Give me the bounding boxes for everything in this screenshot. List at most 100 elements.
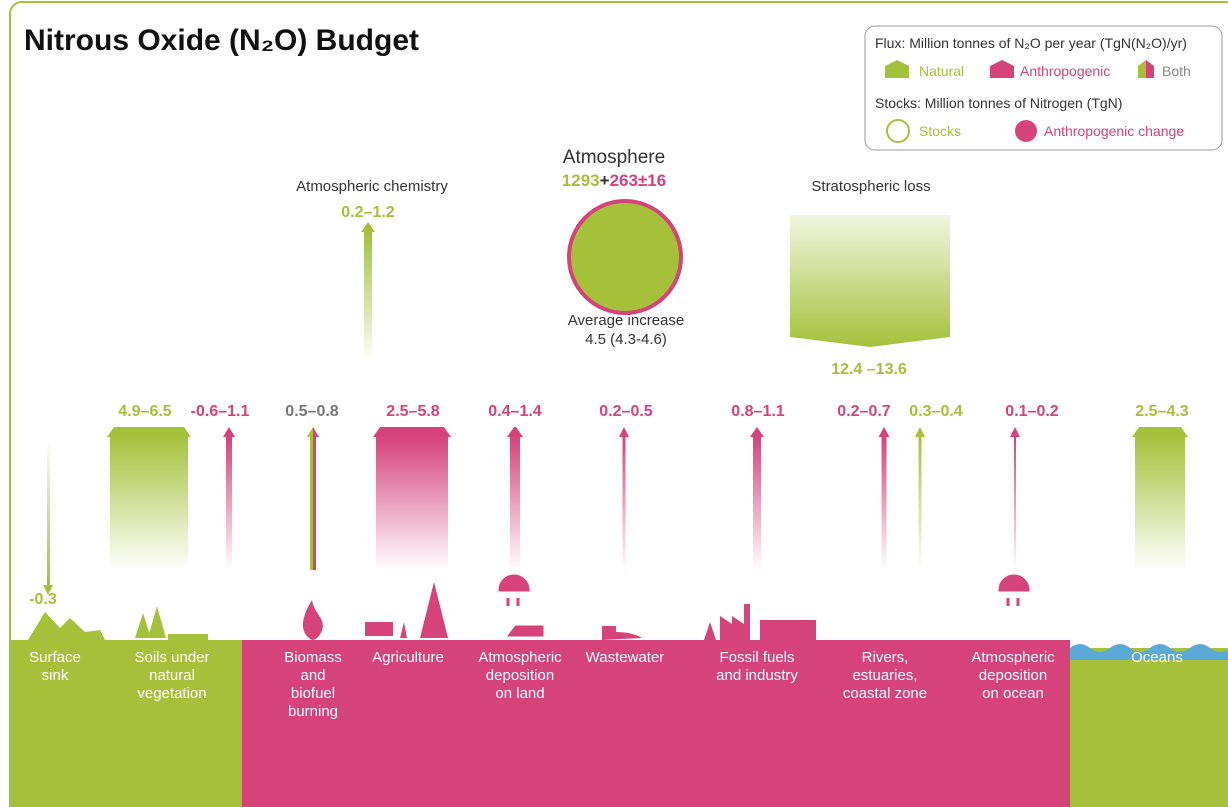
- sink-value: 0.2–1.2: [341, 204, 394, 221]
- source-label: on land: [495, 685, 544, 702]
- source-label: vegetation: [137, 685, 206, 702]
- source-label: deposition: [979, 667, 1047, 684]
- ocean-waves: [1070, 644, 1228, 660]
- ground-anthropogenic: [242, 640, 1070, 807]
- flux-value: 0.2–0.7: [837, 403, 890, 420]
- flux-value: 0.1–0.2: [1005, 403, 1058, 420]
- atmosphere-label: Atmosphere: [563, 147, 665, 168]
- flux-value: -0.3: [29, 591, 57, 608]
- increase-value: 4.5 (4.3-4.6): [585, 331, 667, 348]
- legend-swatch: [1015, 120, 1037, 142]
- sink-label: Atmospheric chemistry: [296, 178, 448, 195]
- legend-swatch: [1138, 60, 1154, 78]
- source-label: and: [300, 667, 325, 684]
- frame: [9, 1, 1228, 807]
- flux-value: 0.5–0.8: [285, 403, 338, 420]
- trees-icon: [135, 606, 208, 640]
- flux-arrow-head: [43, 585, 53, 595]
- flux-arrow-head: [750, 427, 764, 437]
- flux-arrow: [47, 440, 50, 585]
- legend-swatch: [886, 119, 910, 143]
- source-label: Oceans: [1131, 649, 1183, 666]
- source-label: and industry: [716, 667, 798, 684]
- flux-value: -0.6–1.1: [191, 403, 250, 420]
- source-label: natural: [149, 667, 195, 684]
- plus: +: [600, 171, 610, 190]
- source-label: Rivers,: [862, 649, 909, 666]
- sink-arrow: [364, 232, 372, 362]
- anthropogenic-change: 263: [610, 171, 638, 190]
- flux-arrow: [1135, 436, 1185, 570]
- flux-arrow-head: [915, 427, 925, 437]
- pipe-icon: [602, 626, 642, 640]
- source-label: Agriculture: [372, 649, 444, 666]
- source-label: sink: [42, 667, 69, 684]
- flux-value: 2.5–4.3: [1135, 403, 1188, 420]
- flux-arrow: [918, 436, 922, 570]
- legend-heading: Stocks: Million tonnes of Nitrogen (TgN): [875, 95, 1122, 111]
- flux-arrow: [510, 436, 520, 570]
- source-label: Wastewater: [586, 649, 665, 666]
- source-label: Soils under: [134, 649, 209, 666]
- source-label: on ocean: [982, 685, 1044, 702]
- flux-arrow: [1014, 436, 1016, 570]
- legend-heading: Flux: Million tonnes of N₂O per year (Tg…: [875, 35, 1187, 51]
- flux-arrow: [753, 436, 761, 570]
- flux-value: 0.2–0.5: [599, 403, 652, 420]
- legend-item: Both: [1162, 63, 1191, 79]
- source-label: Fossil fuels: [719, 649, 794, 666]
- sink-arrow: [790, 215, 950, 347]
- flux-arrow: [622, 436, 626, 570]
- increase-label: Average increase: [568, 312, 684, 329]
- legend-item: Anthropogenic change: [1044, 123, 1184, 139]
- source-label: biofuel: [291, 685, 335, 702]
- source-label: estuaries,: [852, 667, 917, 684]
- source-label: burning: [288, 703, 338, 720]
- source-label: Atmospheric: [478, 649, 562, 666]
- mountain-icon: [28, 612, 105, 640]
- source-label: deposition: [486, 667, 554, 684]
- sink-arrow-head: [361, 222, 375, 232]
- legend-item: Natural: [919, 63, 964, 79]
- title: Nitrous Oxide (N₂O) Budget: [24, 24, 419, 57]
- source-label: Atmospheric: [971, 649, 1055, 666]
- sink-value: 12.4 –13.6: [831, 361, 907, 378]
- legend-swatch: [885, 60, 909, 78]
- flux-value: 4.9–6.5: [118, 403, 171, 420]
- flame-icon: [302, 600, 323, 640]
- source-label: coastal zone: [843, 685, 927, 702]
- rain-ocean-icon: [998, 574, 1030, 606]
- flux-arrow-head: [373, 427, 451, 437]
- rain-icon: [498, 574, 544, 637]
- flux-arrow: [226, 436, 232, 570]
- flux-arrow-head: [107, 427, 191, 437]
- source-label: Surface: [29, 649, 81, 666]
- flux-value: 0.8–1.1: [731, 403, 784, 420]
- natural-stock: 1293: [562, 171, 600, 190]
- flux-value: 0.4–1.4: [488, 403, 541, 420]
- factory-icon: [704, 604, 816, 640]
- ground-natural: [10, 640, 242, 807]
- flux-arrow-head: [507, 427, 523, 437]
- flux-arrow-head: [307, 427, 319, 437]
- source-label: Biomass: [284, 649, 342, 666]
- flux-arrow: [110, 436, 188, 570]
- flux-value: 0.3–0.4: [909, 403, 962, 420]
- legend-item: Stocks: [919, 123, 961, 139]
- flux-arrow-head: [223, 427, 235, 437]
- flux-arrow-head: [878, 427, 890, 437]
- ocean-floor: [1070, 648, 1228, 807]
- flux-arrow: [881, 436, 887, 570]
- flux-arrow-head: [1010, 427, 1020, 437]
- flux-arrow: [376, 436, 448, 570]
- flux-value: 2.5–5.8: [386, 403, 439, 420]
- flux-arrow: [310, 436, 316, 570]
- atmosphere-stock: 1293+263±16: [562, 171, 666, 190]
- legend-swatch: [990, 60, 1014, 78]
- legend-item: Anthropogenic: [1020, 63, 1110, 79]
- sink-label: Stratospheric loss: [811, 178, 930, 195]
- farm-icon: [365, 582, 448, 638]
- flux-arrow-head: [1132, 427, 1188, 437]
- flux-arrow-head: [619, 427, 629, 437]
